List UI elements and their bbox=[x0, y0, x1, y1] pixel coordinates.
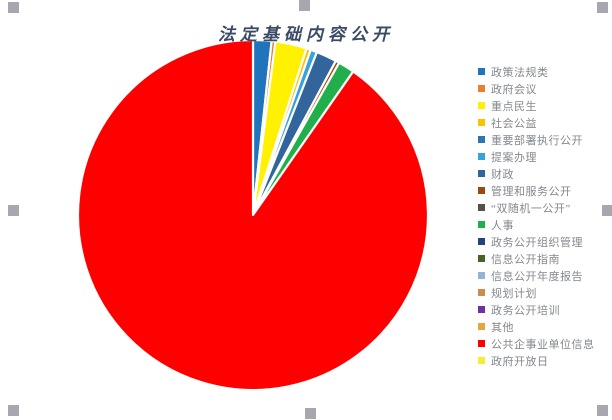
legend-item[interactable]: 其他 bbox=[478, 318, 595, 335]
selection-handle-top-right[interactable] bbox=[597, 2, 608, 13]
legend-label: 政务公开培训 bbox=[491, 304, 560, 317]
legend-swatch-icon bbox=[478, 68, 485, 75]
legend-swatch-icon bbox=[478, 255, 485, 262]
legend-swatch-icon bbox=[478, 153, 485, 160]
legend-swatch-icon bbox=[478, 187, 485, 194]
legend-label: 政策法规类 bbox=[491, 66, 549, 79]
legend-item[interactable]: 重要部署执行公开 bbox=[478, 131, 595, 148]
legend-label: 规划计划 bbox=[491, 287, 537, 300]
legend-item[interactable]: 重点民生 bbox=[478, 97, 595, 114]
selection-handle-top-center[interactable] bbox=[299, 0, 310, 11]
legend-label: 提案办理 bbox=[491, 151, 537, 164]
legend-item[interactable]: 管理和服务公开 bbox=[478, 182, 595, 199]
selection-handle-bottom-right[interactable] bbox=[597, 405, 608, 416]
legend-label: 人事 bbox=[491, 219, 514, 232]
legend-swatch-icon bbox=[478, 323, 485, 330]
legend-item[interactable]: 政策法规类 bbox=[478, 63, 595, 80]
legend-label: 其他 bbox=[491, 321, 514, 334]
chart-legend: 政策法规类政府会议重点民生社会公益重要部署执行公开 提案办理财政管理和服务公开 “双… bbox=[478, 63, 595, 369]
legend-label: 公共企事业单位信息 bbox=[491, 338, 595, 351]
legend-item[interactable]: “双随机一公开” bbox=[478, 199, 595, 216]
legend-swatch-icon bbox=[478, 238, 485, 245]
chart-title[interactable]: 法定基础内容公开 bbox=[218, 25, 394, 44]
legend-label: 政府开放日 bbox=[491, 355, 549, 368]
legend-swatch-icon bbox=[478, 136, 485, 143]
legend-label: 政府会议 bbox=[491, 83, 537, 96]
legend-swatch-icon bbox=[478, 221, 485, 228]
legend-label: 信息公开年度报告 bbox=[491, 270, 583, 283]
legend-label: 信息公开指南 bbox=[491, 253, 560, 266]
selection-handle-bottom-left[interactable] bbox=[8, 405, 19, 416]
selection-handle-middle-left[interactable] bbox=[8, 205, 19, 216]
legend-swatch-icon bbox=[478, 204, 485, 211]
selection-handle-middle-right[interactable] bbox=[602, 205, 612, 216]
legend-label: 重点民生 bbox=[491, 100, 537, 113]
legend-swatch-icon bbox=[478, 340, 485, 347]
legend-swatch-icon bbox=[478, 306, 485, 313]
legend-item[interactable]: 政务公开组织管理 bbox=[478, 233, 595, 250]
legend-label: 财政 bbox=[491, 168, 514, 181]
legend-item[interactable]: 社会公益 bbox=[478, 114, 595, 131]
legend-label: 政务公开组织管理 bbox=[491, 236, 583, 249]
legend-item[interactable]: 公共企事业单位信息 bbox=[478, 335, 595, 352]
pie-slice-公共企事业单位信息[interactable] bbox=[76, 38, 430, 392]
legend-item[interactable]: 信息公开指南 bbox=[478, 250, 595, 267]
selection-handle-top-left[interactable] bbox=[8, 2, 19, 13]
legend-item[interactable]: 人事 bbox=[478, 216, 595, 233]
legend-item[interactable]: 政府会议 bbox=[478, 80, 595, 97]
legend-label: “双随机一公开” bbox=[491, 202, 571, 215]
legend-swatch-icon bbox=[478, 272, 485, 279]
legend-item[interactable]: 财政 bbox=[478, 165, 595, 182]
legend-swatch-icon bbox=[478, 102, 485, 109]
legend-swatch-icon bbox=[478, 85, 485, 92]
legend-swatch-icon bbox=[478, 170, 485, 177]
legend-item[interactable]: 信息公开年度报告 bbox=[478, 267, 595, 284]
legend-item[interactable]: 政府开放日 bbox=[478, 352, 595, 369]
legend-swatch-icon bbox=[478, 357, 485, 364]
selection-handle-bottom-center[interactable] bbox=[305, 408, 316, 419]
legend-swatch-icon bbox=[478, 289, 485, 296]
legend-item[interactable]: 提案办理 bbox=[478, 148, 595, 165]
legend-label: 管理和服务公开 bbox=[491, 185, 572, 198]
legend-label: 社会公益 bbox=[491, 117, 537, 130]
legend-label: 重要部署执行公开 bbox=[491, 134, 583, 147]
legend-swatch-icon bbox=[478, 119, 485, 126]
legend-item[interactable]: 政务公开培训 bbox=[478, 301, 595, 318]
legend-item[interactable]: 规划计划 bbox=[478, 284, 595, 301]
